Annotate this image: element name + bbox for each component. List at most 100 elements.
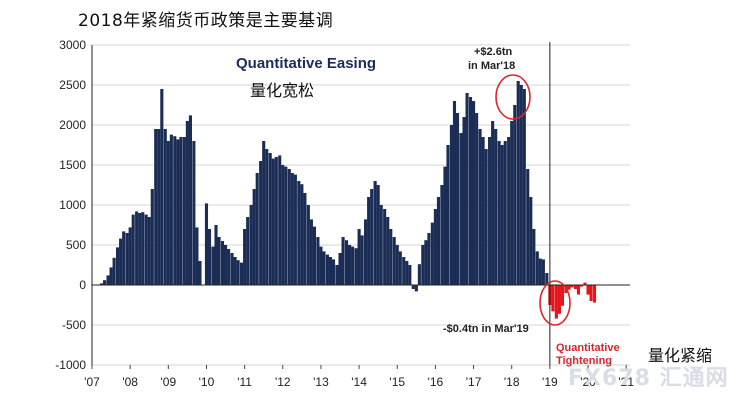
bar [188,115,193,286]
bar [455,113,460,285]
page-heading: 2018年紧缩货币政策是主要基调 [78,11,334,31]
bar [335,265,339,285]
bar [169,134,173,285]
bar [468,97,473,285]
x-tick-label: '12 [275,375,291,389]
bar [287,169,291,285]
bar [192,141,196,285]
x-tick-label: '11 [237,375,252,389]
bar [341,237,345,285]
bar [223,245,228,285]
bar [433,209,437,285]
bar [465,93,469,285]
bar [144,214,148,285]
bar [122,231,126,285]
x-tick-label: '19 [542,375,558,389]
bar [452,101,457,285]
bar [135,211,139,285]
x-tick-label: '13 [313,375,329,389]
bar [513,105,517,285]
trough-highlight-circle [539,280,571,326]
bar [373,181,377,285]
bar [541,259,545,285]
bar [424,240,428,285]
bar [586,285,590,295]
bar [255,173,259,285]
peak-value-label: +$2.6tn [474,46,512,58]
bar [106,275,110,285]
bar [446,145,450,285]
bar [589,285,593,301]
bar [386,217,390,285]
bar [379,205,383,285]
bar [417,264,421,285]
bar [507,137,511,285]
bar [570,285,574,288]
qt-chinese-label: 量化紧缩 [648,346,712,365]
bar [583,282,587,285]
bar [99,283,104,285]
bar [233,257,237,285]
bar [488,137,492,285]
bar [274,157,278,285]
bar [278,155,282,285]
bar [325,254,329,285]
bar [265,149,269,285]
bar [103,280,107,285]
qe-title-label: Quantitative Easing [236,55,376,72]
bar [281,165,285,285]
bar [217,237,221,285]
bar [573,285,577,289]
bar [449,125,453,285]
bar [259,161,263,285]
bar [198,261,202,285]
bar [554,285,558,319]
x-tick-label: '16 [428,375,444,389]
bar [411,285,415,289]
bar [579,285,584,287]
bar [312,226,317,285]
bar [328,257,333,285]
bar [319,246,323,285]
bar [475,113,479,285]
bar [529,197,533,285]
bar [405,261,409,285]
qt-title-line2: Tightening [556,355,612,367]
bar [176,139,180,285]
x-tick-label: '21 [618,375,634,389]
bar [503,141,507,285]
bar [243,229,247,285]
bar [227,249,231,285]
bar [347,245,352,285]
bar [421,245,425,285]
bar [211,246,215,285]
bar [443,166,447,285]
bar [484,149,488,285]
bar [160,89,164,285]
bar [150,189,154,285]
bar [472,101,476,285]
bar [364,219,368,285]
bar [481,137,485,285]
bar [497,141,501,285]
bar [478,129,482,285]
bar [516,81,520,285]
bar [519,85,523,285]
chart-ticks: -1000 -500 0 500 1000 1500 2000 2500 3000 '07 '08 '… [55,38,634,389]
bar [357,229,361,285]
qt-title-line1: Quantitative [556,342,620,354]
bar [351,246,355,285]
bar [128,227,132,285]
bar [535,251,539,285]
bar [141,212,145,285]
y-tick-label: 2000 [59,118,86,132]
bar [389,229,393,285]
bar [322,251,326,285]
bar [204,203,209,285]
bar [430,222,434,285]
bar [436,197,441,285]
bar [268,153,272,285]
bar [131,214,135,285]
bar [306,205,310,285]
